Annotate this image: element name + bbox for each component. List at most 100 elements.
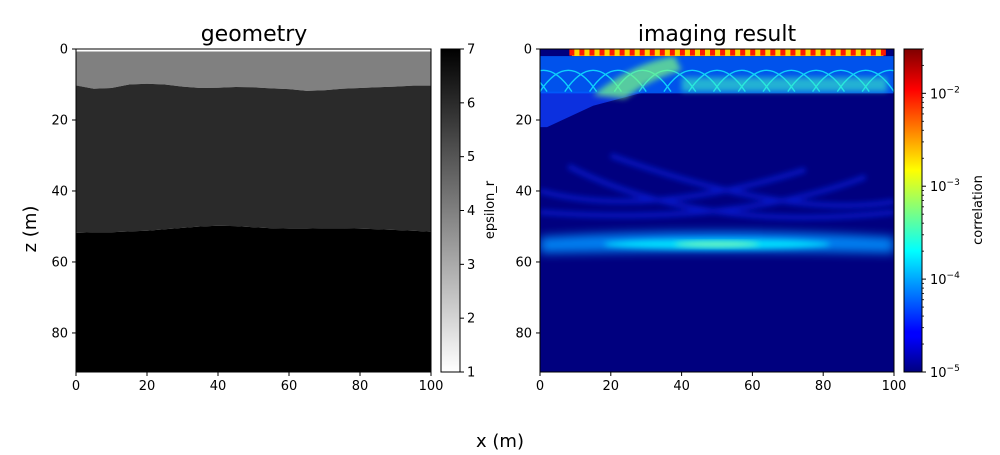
antenna-marker — [830, 49, 836, 56]
geometry-xtick-label: 40 — [210, 379, 227, 394]
layer-bottom — [76, 225, 431, 372]
geometry-axes-frame — [75, 48, 432, 373]
shallow-bright-band — [681, 77, 887, 92]
geometry-y-ticks: 0 20 40 60 80 — [51, 43, 76, 341]
correlation-colorbar-tick-label: 10−5 — [930, 364, 960, 381]
shallow-hyperbola — [540, 81, 548, 92]
imaging-xtick-label: 80 — [815, 379, 832, 394]
imaging-xtick-label: 40 — [673, 379, 690, 394]
shallow-hyperbola — [540, 69, 598, 92]
imaging-ytick-label: 0 — [524, 43, 532, 58]
geometry-xtick-label: 100 — [419, 379, 444, 394]
antenna-marker — [760, 49, 766, 56]
geometry-x-ticks: 0 20 40 60 80 100 — [72, 372, 444, 394]
imaging-heatmap — [540, 49, 894, 372]
epsilon-colorbar-tick-label: 1 — [467, 366, 475, 381]
correlation-colorbar-label: correlation — [971, 175, 986, 245]
geometry-layers — [76, 49, 431, 372]
antenna-marker — [770, 49, 776, 56]
antenna-marker — [870, 49, 876, 56]
antenna-marker — [629, 49, 635, 56]
antenna-marker — [780, 49, 786, 56]
geometry-xtick-label: 0 — [72, 379, 80, 394]
antenna-marker — [579, 49, 585, 56]
reflector-peak — [674, 241, 760, 247]
antenna-marker — [850, 49, 856, 56]
geometry-title: geometry — [201, 22, 308, 47]
epsilon-colorbar-tick-label: 3 — [467, 258, 475, 273]
z-axis-label: z (m) — [20, 206, 41, 253]
x-axis-label: x (m) — [476, 431, 524, 452]
imaging-y-ticks: 0 20 40 60 80 — [515, 43, 540, 341]
geometry-ytick-label: 80 — [51, 326, 68, 341]
correlation-colorbar: 10−5 10−4 10−3 10−2 correlation — [903, 48, 986, 381]
epsilon-colorbar-tick-label: 6 — [467, 96, 475, 111]
layer-air — [76, 49, 431, 52]
correlation-colorbar-ticks: 10−5 10−4 10−3 10−2 — [922, 48, 960, 381]
reflector-image — [540, 231, 894, 254]
antenna-marker — [669, 49, 675, 56]
correlation-colorbar-tick-label: 10−4 — [930, 271, 960, 288]
imaging-xtick-label: 20 — [603, 379, 620, 394]
correlation-colorbar-tick-label: 10−3 — [930, 178, 960, 195]
imaging-xtick-label: 60 — [744, 379, 761, 394]
epsilon-colorbar-gradient — [440, 48, 461, 373]
antenna-marker — [720, 49, 726, 56]
antenna-marker — [679, 49, 685, 56]
migration-arcs — [540, 153, 894, 220]
imaging-panel: imaging result 0 20 40 60 80 100 0 20 40 60 80 — [515, 22, 907, 394]
antenna-marker — [589, 49, 595, 56]
epsilon-colorbar-tick-label: 7 — [467, 43, 475, 58]
epsilon-colorbar: 1 2 3 4 5 6 7 epsilon_r — [440, 43, 498, 381]
antenna-marker — [740, 49, 746, 56]
antenna-marker — [860, 49, 866, 56]
antenna-marker — [820, 49, 826, 56]
antenna-marker — [800, 49, 806, 56]
epsilon-colorbar-tick-label: 5 — [467, 150, 475, 165]
geometry-xtick-label: 80 — [352, 379, 369, 394]
antenna-marker — [840, 49, 846, 56]
epsilon-colorbar-tick-label: 2 — [467, 312, 475, 327]
imaging-ytick-label: 80 — [515, 326, 532, 341]
geometry-ytick-label: 60 — [51, 255, 68, 270]
geometry-ytick-label: 20 — [51, 113, 68, 128]
antenna-marker — [790, 49, 796, 56]
antenna-marker — [730, 49, 736, 56]
correlation-colorbar-gradient — [903, 48, 923, 373]
geometry-xtick-label: 60 — [281, 379, 298, 394]
antenna-marker — [750, 49, 756, 56]
geometry-ytick-label: 40 — [51, 184, 68, 199]
antenna-marker — [810, 49, 816, 56]
imaging-xtick-label: 100 — [882, 379, 907, 394]
layer-top-soil — [76, 51, 431, 91]
shallow-bright-patch — [593, 56, 682, 99]
imaging-axes-frame — [539, 48, 895, 373]
imaging-features — [540, 49, 894, 254]
correlation-colorbar-tick-label: 10−2 — [930, 85, 960, 102]
layer-middle — [76, 83, 431, 233]
antenna-marker — [699, 49, 705, 56]
antenna-marker — [880, 49, 886, 56]
antenna-marker — [689, 49, 695, 56]
migration-arc — [540, 174, 867, 218]
imaging-ytick-label: 60 — [515, 255, 532, 270]
antenna-marker — [659, 49, 665, 56]
antenna-marker — [609, 49, 615, 56]
antenna-marker — [569, 49, 575, 56]
antenna-marker — [710, 49, 716, 56]
left-diffraction-tail — [540, 91, 647, 128]
imaging-ytick-label: 20 — [515, 113, 532, 128]
shallow-hyperbola — [540, 69, 573, 92]
imaging-xtick-label: 0 — [536, 379, 544, 394]
geometry-xtick-label: 20 — [139, 379, 156, 394]
antenna-marker — [599, 49, 605, 56]
imaging-x-ticks: 0 20 40 60 80 100 — [536, 372, 907, 394]
epsilon-colorbar-ticks: 1 2 3 4 5 6 7 — [460, 43, 475, 381]
antenna-marker — [639, 49, 645, 56]
imaging-ytick-label: 40 — [515, 184, 532, 199]
epsilon-colorbar-tick-label: 4 — [467, 204, 475, 219]
geometry-ytick-label: 0 — [60, 43, 68, 58]
epsilon-colorbar-label: epsilon_r — [483, 180, 498, 239]
antenna-row-band — [571, 49, 884, 57]
